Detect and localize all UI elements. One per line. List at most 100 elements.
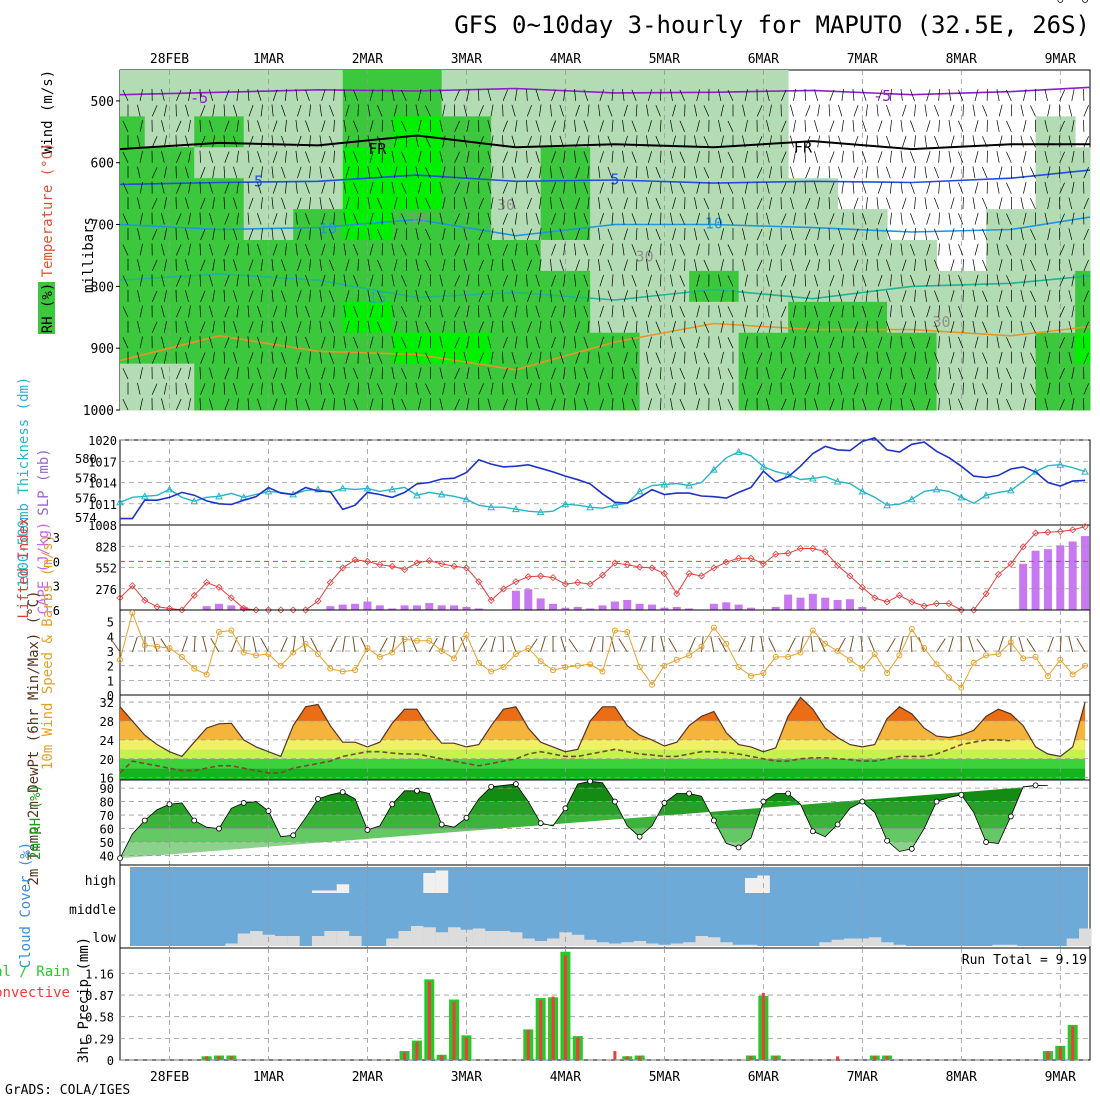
wind-barb [295, 305, 298, 318]
wind-barb [139, 89, 143, 101]
rh-shade-cell [689, 70, 740, 117]
isotherm-line [119, 86, 1091, 96]
wind-barb [391, 243, 395, 256]
wind-barb [1020, 259, 1024, 271]
pressure-tick-label: 700 [91, 219, 114, 234]
pressure-tick-label: 500 [91, 95, 114, 110]
surface-wind-barb [738, 637, 746, 653]
wind-barb [511, 259, 516, 272]
wind-barb [487, 181, 492, 194]
wind-tick-label: 5 [107, 616, 114, 630]
wind-barb [583, 120, 589, 132]
rh-shade-cell [491, 270, 542, 303]
precip-convective-bar [440, 1055, 444, 1060]
wind-barb [1059, 213, 1065, 225]
wind-barb [742, 166, 746, 179]
wind-barb [393, 228, 398, 241]
wind-barb [817, 382, 820, 395]
wind-barb [333, 274, 335, 287]
wind-barb [391, 150, 395, 163]
wind-barb [814, 243, 819, 256]
cloud-bar [534, 941, 548, 946]
wind-speed-marker [141, 642, 148, 649]
wind-barb [817, 259, 820, 271]
wind-barb [611, 150, 614, 163]
thickness-marker [734, 447, 743, 455]
isotherm-line [119, 216, 1091, 237]
wind-barb [333, 367, 335, 380]
wind-barb [199, 88, 201, 101]
wind-barb [727, 306, 734, 318]
wind-barb [233, 321, 238, 333]
surface-wind-barb [968, 636, 975, 653]
wind-barb [574, 274, 577, 287]
wind-barb [670, 274, 673, 287]
wind-barb [209, 89, 214, 102]
wind-barb [514, 274, 518, 287]
wind-barb [948, 89, 952, 101]
wind-barb [766, 367, 770, 380]
panel-frame [119, 609, 1091, 696]
wind-barb [369, 212, 374, 225]
wind-speed-marker [859, 665, 866, 672]
rh-shade-cell [194, 147, 245, 179]
wind-barb [1006, 151, 1012, 163]
wind-barb [948, 305, 952, 318]
cloud-bar [1066, 938, 1080, 946]
wind-barb [463, 259, 468, 271]
cloud-bar [522, 938, 535, 946]
cloud-bar [881, 942, 894, 946]
wind-barb [257, 336, 262, 349]
wind-barb [454, 213, 460, 225]
contour-label: 10 [319, 219, 337, 237]
rh-marker [1007, 813, 1014, 820]
wind-barb [1071, 89, 1075, 101]
top-date-label: 8MAR [946, 52, 977, 67]
rh-shade-cell [639, 394, 690, 411]
wind-barb [756, 167, 763, 179]
wind-barb [962, 320, 964, 333]
wind-barb [393, 104, 398, 117]
wind-barb [852, 367, 855, 380]
wind-barb [841, 88, 844, 101]
wind-barb [756, 321, 763, 333]
cape-bar [363, 601, 372, 610]
wind-barb [865, 135, 868, 148]
wind-speed-marker [661, 662, 668, 669]
wind-barb [694, 351, 698, 364]
surface-wind-barb [292, 636, 296, 653]
wind-barb [756, 136, 763, 148]
wind-barb [563, 367, 566, 380]
legend-wind-label: Wind (m/s) [40, 70, 56, 154]
wind-barb [742, 197, 746, 210]
rh-shade-cell [293, 209, 344, 241]
wind-barb [442, 166, 446, 179]
wind-barb [209, 182, 214, 194]
wind-barb [718, 398, 722, 411]
wind-barb [209, 398, 214, 411]
wind-barb [924, 166, 927, 179]
rh-shade-cell [194, 363, 245, 396]
wind-barb [948, 243, 952, 256]
wind-barb [139, 243, 143, 256]
wind-barb [345, 166, 350, 179]
wind-barb [425, 383, 431, 395]
wind-barb [828, 258, 831, 271]
wind-barb [696, 243, 700, 256]
wind-barb [478, 290, 484, 302]
wind-barb [345, 321, 350, 333]
wind-barb [223, 289, 226, 302]
surface-wind-barb [352, 636, 356, 653]
wind-barb [163, 104, 167, 117]
wind-barb [1044, 150, 1048, 163]
cape-tick-label: 276 [95, 583, 117, 597]
top-date-label: 3MAR [451, 52, 482, 67]
wind-barb [972, 166, 976, 179]
wind-barb [551, 336, 556, 349]
rh-shade-cell [590, 270, 641, 303]
wind-barb [343, 274, 347, 287]
wind-barb [958, 244, 964, 256]
wind-barb [1006, 120, 1012, 132]
lifted-marker [673, 590, 681, 598]
